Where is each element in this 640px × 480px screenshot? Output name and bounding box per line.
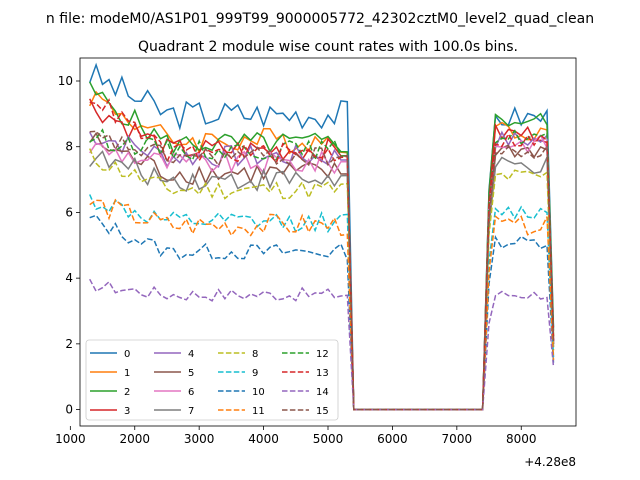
- legend-label-11: 11: [252, 406, 265, 417]
- x-tick-label: 6000: [377, 432, 408, 446]
- x-tick-label: 8000: [506, 432, 537, 446]
- series-layer: [88, 62, 555, 411]
- legend-label-3: 3: [124, 406, 130, 417]
- series-line-9: [89, 194, 555, 411]
- y-tick-label: 8: [65, 140, 73, 154]
- legend-label-7: 7: [188, 406, 194, 417]
- legend-label-10: 10: [252, 387, 265, 398]
- legend-label-13: 13: [316, 368, 329, 379]
- legend-label-1: 1: [124, 368, 130, 379]
- series-line-15: [89, 130, 555, 411]
- series-line-11: [89, 198, 555, 411]
- series-line-13: [89, 98, 555, 411]
- legend-label-15: 15: [316, 406, 329, 417]
- x-axis: 1000 2000 3000 4000 5000 6000 7000 8000: [55, 426, 537, 446]
- x-tick-label: 1000: [55, 432, 86, 446]
- legend-label-6: 6: [188, 387, 194, 398]
- x-offset-label: +4.28e8: [524, 455, 576, 469]
- legend-label-5: 5: [188, 368, 194, 379]
- legend-label-9: 9: [252, 368, 258, 379]
- x-tick-label: 5000: [313, 432, 344, 446]
- legend-label-14: 14: [316, 387, 329, 398]
- legend-label-2: 2: [124, 387, 130, 398]
- legend-frame: [85, 339, 339, 421]
- figure-suptitle: n file: modeM0/AS1P01_999T99_9000005772_…: [46, 11, 594, 27]
- chart-title: Quadrant 2 module wise count rates with …: [138, 39, 518, 55]
- y-axis: 0 2 4 6 8 10: [58, 74, 80, 417]
- x-tick-label: 7000: [442, 432, 473, 446]
- y-tick-label: 0: [65, 403, 73, 417]
- legend-label-4: 4: [188, 349, 194, 360]
- x-tick-label: 3000: [184, 432, 215, 446]
- y-tick-label: 2: [65, 337, 73, 351]
- y-tick-label: 6: [65, 205, 73, 219]
- x-tick-label: 4000: [248, 432, 279, 446]
- y-tick-label: 10: [58, 74, 73, 88]
- legend-label-12: 12: [316, 349, 329, 360]
- legend-label-0: 0: [124, 349, 130, 360]
- y-tick-label: 4: [65, 271, 73, 285]
- legend-label-8: 8: [252, 349, 258, 360]
- x-tick-label: 2000: [119, 432, 150, 446]
